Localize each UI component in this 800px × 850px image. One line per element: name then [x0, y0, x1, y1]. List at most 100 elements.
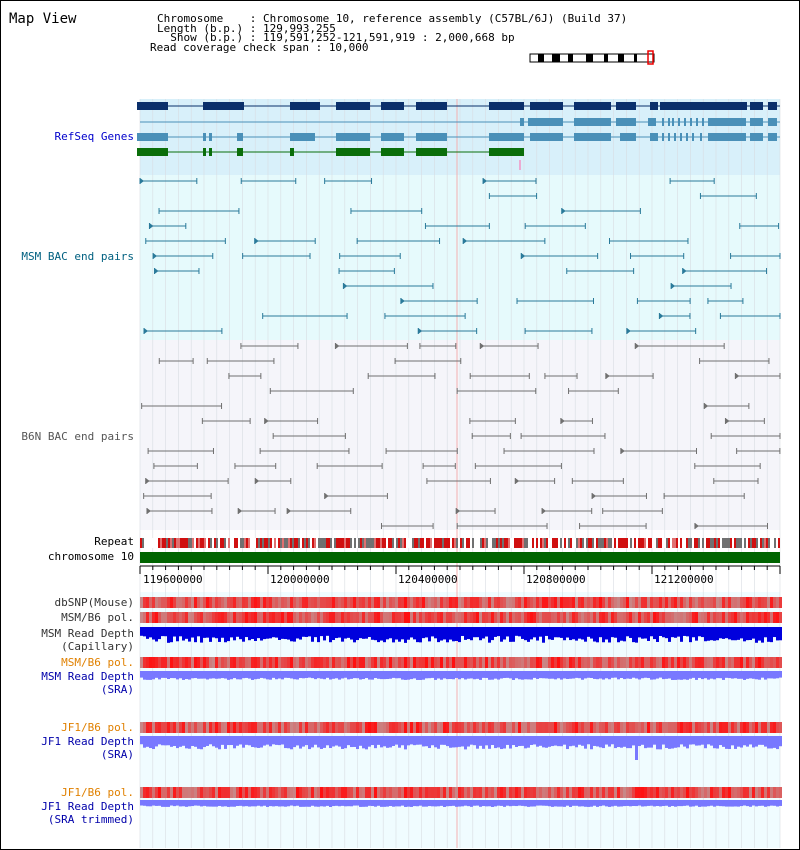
read-depth-bar	[407, 736, 410, 746]
polymorphism-cell	[680, 722, 683, 733]
polymorphism-cell	[656, 657, 659, 668]
read-depth-bar	[272, 800, 275, 807]
repeat-block	[422, 538, 424, 548]
polymorphism-cell	[686, 597, 689, 608]
repeat-block	[234, 538, 236, 548]
track-label-msm-b6-pol-2[interactable]: MSM/B6 pol.	[61, 656, 134, 669]
read-depth-bar	[635, 627, 638, 643]
repeat-block	[680, 538, 682, 548]
read-depth-bar	[764, 736, 767, 747]
read-depth-bar	[746, 736, 749, 747]
gene-exon	[528, 118, 563, 126]
polymorphism-cell	[254, 612, 257, 623]
polymorphism-cell	[146, 657, 149, 668]
polymorphism-cell	[392, 722, 395, 733]
read-depth-bar	[404, 671, 407, 680]
polymorphism-cell	[212, 597, 215, 608]
read-depth-bar	[665, 736, 668, 748]
track-label-jf1-b6-pol-2[interactable]: JF1/B6 pol.	[61, 786, 134, 799]
polymorphism-cell	[260, 597, 263, 608]
polymorphism-cell	[392, 657, 395, 668]
read-depth-bar	[215, 627, 218, 639]
gene-exon	[209, 148, 212, 156]
polymorphism-cell	[236, 657, 239, 668]
polymorphism-cell	[671, 597, 674, 608]
polymorphism-cell	[200, 597, 203, 608]
repeat-block	[612, 538, 614, 548]
read-depth-bar	[719, 671, 722, 679]
polymorphism-cell	[410, 722, 413, 733]
track-label-msm-depth-sra-1[interactable]: MSM Read Depth	[41, 670, 134, 683]
read-depth-bar	[335, 800, 338, 806]
polymorphism-cell	[161, 787, 164, 798]
read-depth-bar	[470, 736, 473, 745]
polymorphism-cell	[515, 612, 518, 623]
bac-end-arrow	[146, 508, 151, 514]
read-depth-bar	[233, 736, 236, 749]
polymorphism-cell	[524, 597, 527, 608]
polymorphism-cell	[593, 597, 596, 608]
gene-exon	[489, 148, 524, 156]
polymorphism-cell	[536, 597, 539, 608]
read-depth-bar	[230, 671, 233, 680]
polymorphism-cell	[743, 612, 746, 623]
read-depth-bar	[356, 736, 359, 750]
polymorphism-cell	[557, 722, 560, 733]
polymorphism-cell	[665, 612, 668, 623]
polymorphism-cell	[206, 787, 209, 798]
track-label-jf1-depth-sra-1[interactable]: JF1 Read Depth	[41, 735, 134, 748]
polymorphism-cell	[755, 787, 758, 798]
track-label-msm-bac[interactable]: MSM BAC end pairs	[21, 250, 134, 263]
track-label-jf1-b6-pol-1[interactable]: JF1/B6 pol.	[61, 721, 134, 734]
read-depth-bar	[659, 800, 662, 807]
polymorphism-cell	[281, 722, 284, 733]
track-label-b6n-bac[interactable]: B6N BAC end pairs	[21, 430, 134, 443]
polymorphism-cell	[293, 657, 296, 668]
read-depth-bar	[395, 671, 398, 679]
polymorphism-cell	[533, 612, 536, 623]
read-depth-bar	[533, 671, 536, 678]
read-depth-bar	[584, 627, 587, 642]
polymorphism-cell	[383, 787, 386, 798]
polymorphism-cell	[593, 612, 596, 623]
repeat-block	[458, 538, 460, 548]
polymorphism-cell	[707, 612, 710, 623]
track-label-msm-depth-cap-1[interactable]: MSM Read Depth	[41, 627, 134, 640]
polymorphism-cell	[143, 787, 146, 798]
read-depth-bar	[413, 671, 416, 679]
read-depth-bar	[668, 800, 671, 807]
polymorphism-cell	[434, 612, 437, 623]
track-label-msm-b6-pol-1[interactable]: MSM/B6 pol.	[61, 611, 134, 624]
polymorphism-cell	[770, 657, 773, 668]
polymorphism-cell	[389, 597, 392, 608]
read-depth-bar	[143, 736, 146, 748]
read-depth-bar	[563, 736, 566, 745]
read-depth-bar	[296, 671, 299, 680]
repeat-block	[450, 538, 452, 548]
polymorphism-cell	[773, 612, 776, 623]
track-label-refseq[interactable]: RefSeq Genes	[54, 130, 134, 143]
repeat-block	[534, 538, 536, 548]
read-depth-bar	[761, 736, 764, 745]
repeat-block	[506, 538, 508, 548]
repeat-block	[540, 538, 542, 548]
track-label-jf1-depth-trim-1[interactable]: JF1 Read Depth	[41, 800, 134, 813]
polymorphism-cell	[767, 657, 770, 668]
repeat-block	[662, 538, 664, 548]
track-label-dbsnp[interactable]: dbSNP(Mouse)	[54, 596, 134, 609]
repeat-block	[478, 538, 480, 548]
polymorphism-cell	[605, 657, 608, 668]
read-depth-bar	[449, 800, 452, 807]
polymorphism-cell	[452, 597, 455, 608]
polymorphism-cell	[542, 657, 545, 668]
polymorphism-cell	[218, 787, 221, 798]
read-depth-bar	[515, 736, 518, 747]
read-depth-bar	[566, 736, 569, 750]
polymorphism-cell	[485, 657, 488, 668]
polymorphism-cell	[566, 722, 569, 733]
read-depth-bar	[212, 671, 215, 679]
polymorphism-cell	[560, 612, 563, 623]
polymorphism-cell	[746, 722, 749, 733]
polymorphism-cell	[353, 597, 356, 608]
gene-exon	[290, 133, 315, 141]
